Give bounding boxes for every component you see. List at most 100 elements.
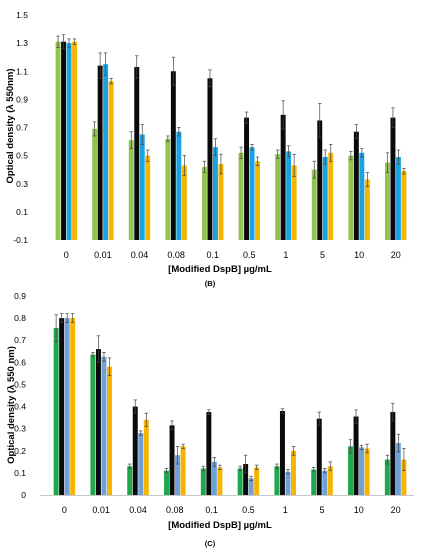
x-tick-label-b: 10 [354,250,364,260]
bar-c [53,328,59,495]
x-tick-label-c: 5 [319,505,324,515]
bar-c [211,461,217,495]
bar-c [285,471,291,495]
bar-c [101,356,107,495]
bar-b [322,157,328,240]
bar-b [145,155,151,241]
bar-c [395,443,401,495]
bar-b [207,78,213,240]
y-tick-label-c: 0.9 [14,291,26,301]
bar-b [165,138,171,240]
bar-c [401,459,407,495]
x-tick-label-c: 0.5 [242,505,255,515]
bar-b [212,147,218,240]
panel-caption-c: (C) [205,539,216,548]
bar-c [353,416,359,495]
x-axis-label-c: [Modified DspB] µg/mL [168,520,272,531]
bar-c [95,349,101,495]
bar-b [249,147,255,240]
bar-c [206,412,212,495]
bar-b [244,117,250,240]
bar-b [139,134,145,240]
y-tick-label-b: 1.3 [16,38,28,48]
bar-c [254,467,260,495]
bar-c [327,466,333,495]
bar-b [384,162,390,240]
x-tick-label-c: 0.1 [205,505,218,515]
bar-b [364,179,370,240]
y-tick-label-c: 0 [21,490,26,500]
bar-b [134,67,140,240]
bar-c [132,406,138,495]
x-tick-label-c: 0 [62,505,67,515]
x-tick-label-c: 10 [354,505,364,515]
bar-c [291,450,296,495]
bar-c [348,446,354,495]
bar-b [390,117,396,240]
x-tick-label-c: 1 [283,505,288,515]
panel-caption-b: (B) [205,279,216,288]
bar-b [317,120,323,240]
bar-c [384,459,390,495]
bar-b [280,114,286,240]
bar-c [90,354,96,495]
chart-panel-b: Optical density (λ 550nm) [Modified DspB… [5,10,407,288]
bar-b [328,152,334,240]
y-axis-label-c: Optical density (λ 550 nm) [6,346,17,464]
bar-c [311,469,317,495]
bar-b [401,171,407,240]
bar-c [237,468,243,495]
bar-c [64,318,70,495]
x-tick-label-c: 0.04 [129,505,147,515]
bar-c [200,468,206,495]
x-tick-label-b: 20 [391,250,401,260]
bar-b [61,41,67,240]
x-tick-label-c: 20 [391,505,401,515]
bar-b [238,152,244,240]
bar-c [359,447,365,495]
bar-b [170,71,176,240]
x-tick-label-c: 0.01 [92,505,110,515]
y-tick-label-c: 0.8 [14,313,26,323]
bar-c [143,419,149,495]
y-tick-label-c: 0.5 [14,379,26,389]
bar-b [291,165,297,240]
bar-b [66,43,72,241]
x-tick-label-b: 5 [320,250,325,260]
bar-c [364,448,370,495]
bar-c [70,318,76,495]
bar-c [274,466,280,495]
bar-b [201,166,207,241]
bar-c [279,410,285,495]
bar-c [138,433,144,495]
bar-b [255,161,260,240]
bar-b [103,64,109,240]
bar-b [128,140,134,240]
bar-c [164,470,170,495]
x-tick-label-b: 0 [64,250,69,260]
bar-b [286,151,292,240]
bar-b [359,152,365,240]
x-tick-label-c: 0.08 [166,505,184,515]
bar-c [316,418,322,495]
bar-b [353,131,359,240]
bar-b [72,41,77,240]
bar-b [176,131,182,240]
x-tick-label-b: 1 [283,250,288,260]
bar-b [395,157,401,240]
bar-c [217,467,223,495]
x-tick-label-b: 0.01 [94,250,112,260]
y-tick-label-c: 0.7 [14,335,26,345]
bar-c [322,470,328,495]
x-tick-label-b: 0.04 [131,250,149,260]
bar-c [248,478,254,495]
y-tick-label-b: -0.1 [13,235,28,245]
bar-b [55,41,61,240]
x-tick-label-b: 0.5 [243,250,256,260]
bar-b [92,128,98,240]
x-tick-label-b: 0.08 [167,250,185,260]
bar-c [169,425,175,495]
x-tick-label-b: 0.1 [206,250,219,260]
y-tick-label-c: 0.4 [14,402,26,412]
bar-b [275,154,281,240]
